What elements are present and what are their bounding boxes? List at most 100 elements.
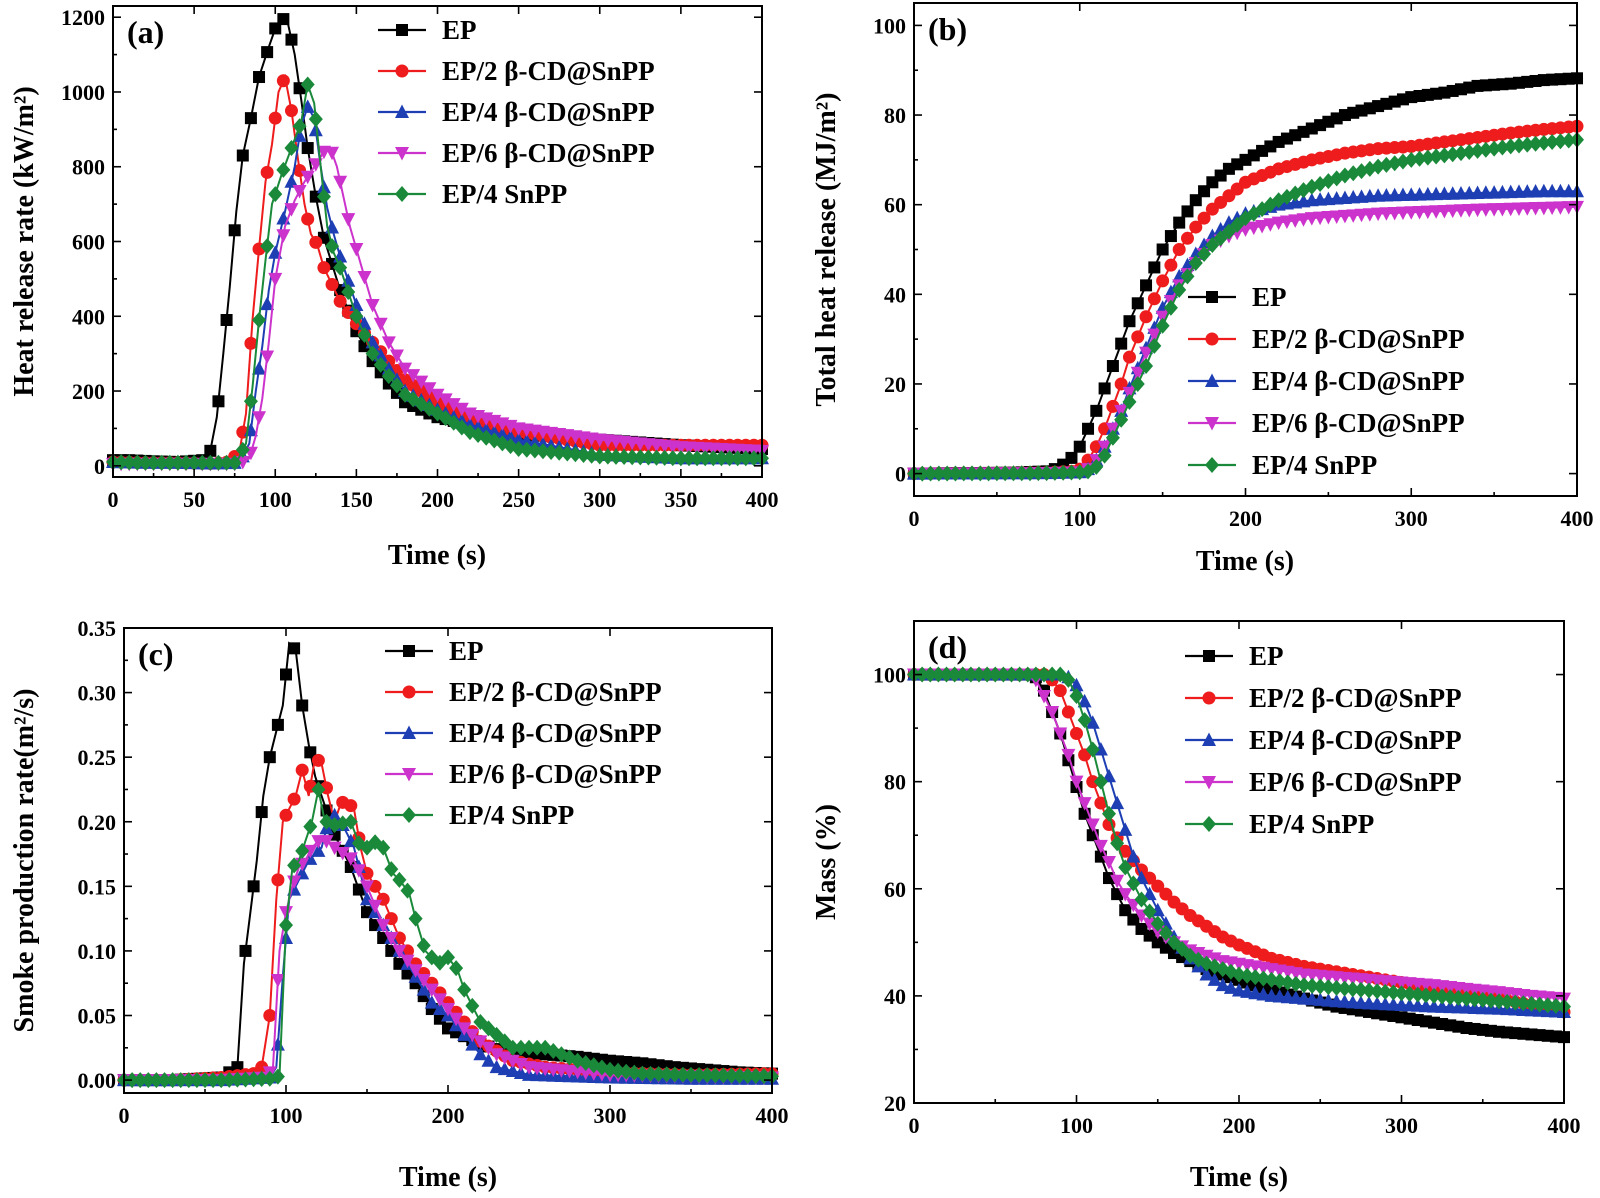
legend-marker-3 [1205, 417, 1219, 431]
data-point-4-49 [1305, 977, 1320, 994]
data-point-1-25 [309, 235, 323, 249]
data-point-4-34 [381, 368, 396, 385]
data-point-0-29 [352, 883, 365, 896]
data-point-3-30 [1155, 310, 1170, 325]
data-point-4-53 [1337, 980, 1352, 997]
data-point-4-54 [544, 443, 559, 460]
data-point-0-22 [285, 33, 298, 46]
data-point-4-64 [1427, 987, 1441, 1004]
data-point-4-40 [441, 949, 455, 966]
x-tick-label-3: 300 [594, 1103, 627, 1128]
data-point-2-26 [327, 807, 342, 822]
data-point-1-26 [1122, 350, 1136, 364]
data-point-4-75 [724, 1067, 739, 1084]
data-point-4-12 [214, 1072, 229, 1089]
data-point-4-67 [1451, 989, 1466, 1006]
data-point-4-30 [349, 308, 364, 325]
data-point-1-24 [301, 212, 315, 226]
data-point-3-24 [1105, 422, 1120, 437]
data-point-2-35 [1197, 237, 1212, 252]
data-point-1-28 [333, 294, 347, 308]
x-tick-label-4: 200 [421, 487, 454, 512]
data-point-4-20 [268, 186, 283, 203]
data-point-4-11 [195, 454, 210, 471]
data-point-4-73 [1511, 137, 1526, 154]
panel-label: (a) [127, 14, 164, 50]
data-point-4-62 [619, 1063, 634, 1080]
data-point-4-74 [1508, 994, 1523, 1011]
data-point-4-21 [276, 161, 291, 178]
data-point-3-43 [1263, 218, 1278, 232]
data-point-3-38 [414, 375, 429, 390]
data-point-0-13 [212, 395, 225, 408]
data-point-0-20 [269, 22, 282, 35]
data-point-4-52 [527, 442, 542, 459]
data-point-2-19 [260, 296, 275, 311]
data-point-4-11 [998, 465, 1013, 482]
data-point-1-24 [311, 753, 325, 767]
y-tick-label-2: 0.10 [78, 939, 117, 964]
x-axis-title: Time (s) [388, 540, 486, 571]
y-tick-label-0: 20 [884, 1091, 906, 1116]
data-point-4-20 [1069, 687, 1084, 704]
data-point-2-51 [519, 433, 534, 448]
data-point-4-78 [1540, 997, 1555, 1014]
data-point-4-74 [1520, 136, 1535, 153]
legend-marker-1 [402, 685, 416, 699]
data-point-4-28 [1139, 358, 1154, 375]
data-point-3-24 [1102, 856, 1116, 870]
data-point-0-32 [1173, 216, 1186, 229]
data-point-3-18 [252, 411, 267, 425]
data-point-3-38 [424, 983, 439, 998]
legend-marker-4 [1202, 816, 1216, 832]
data-point-4-32 [1172, 281, 1187, 298]
x-tick-label-2: 200 [432, 1103, 465, 1128]
legend-label-0: EP [1249, 641, 1284, 671]
y-tick-label-3: 0.15 [78, 874, 117, 899]
data-point-4-72 [1503, 138, 1518, 155]
data-point-4-35 [1197, 245, 1212, 262]
data-point-3-39 [422, 382, 437, 396]
data-point-4-15 [1028, 666, 1043, 683]
data-point-4-7 [162, 454, 177, 471]
data-point-3-21 [287, 875, 302, 889]
data-point-3-40 [441, 1003, 455, 1017]
data-point-2-19 [270, 1037, 285, 1051]
data-point-4-66 [1443, 989, 1458, 1006]
series-line-4 [124, 789, 773, 1082]
data-point-0-30 [1156, 243, 1169, 256]
data-point-2-37 [1207, 972, 1222, 986]
data-point-4-4 [138, 454, 153, 471]
data-point-3-31 [357, 271, 372, 285]
data-point-3-47 [1296, 213, 1311, 227]
data-point-2-41 [1240, 984, 1255, 998]
data-point-4-39 [1230, 216, 1245, 233]
data-point-4-5 [948, 465, 963, 482]
data-point-4-78 [748, 1067, 763, 1084]
data-point-4-15 [238, 1071, 253, 1088]
data-point-4-9 [980, 666, 995, 683]
data-point-4-25 [308, 111, 323, 128]
data-point-4-33 [1180, 268, 1195, 285]
data-point-3-25 [319, 835, 334, 849]
legend-label-4: EP/4 SnPP [449, 800, 574, 830]
data-point-4-12 [1004, 666, 1019, 683]
data-point-4-65 [1435, 988, 1450, 1005]
data-point-1-18 [263, 1009, 277, 1022]
legend-label-0: EP [442, 15, 477, 45]
data-point-4-22 [1085, 741, 1100, 758]
data-point-2-25 [308, 122, 323, 137]
data-point-4-2 [923, 666, 938, 683]
y-tick-label-0: 0 [94, 454, 105, 479]
data-point-1-22 [295, 763, 309, 777]
data-point-3-43 [465, 1028, 480, 1043]
data-point-1-31 [1159, 887, 1173, 901]
data-point-4-57 [1370, 983, 1385, 1000]
y-tick-label-5: 1000 [61, 80, 105, 105]
panel-a: 0 50 100 150 200 250 300 350 400 0 200 400 600 800 100… [9, 5, 779, 571]
data-point-0-16 [247, 880, 260, 893]
x-tick-label-1: 100 [1060, 1113, 1093, 1138]
data-point-3-42 [457, 1022, 472, 1036]
panel-c: 0 100 200 300 400 0.00 0.05 0.10 0.15 0.20 0.25 0.3… [9, 616, 789, 1193]
x-tick-label-0: 0 [108, 487, 119, 512]
